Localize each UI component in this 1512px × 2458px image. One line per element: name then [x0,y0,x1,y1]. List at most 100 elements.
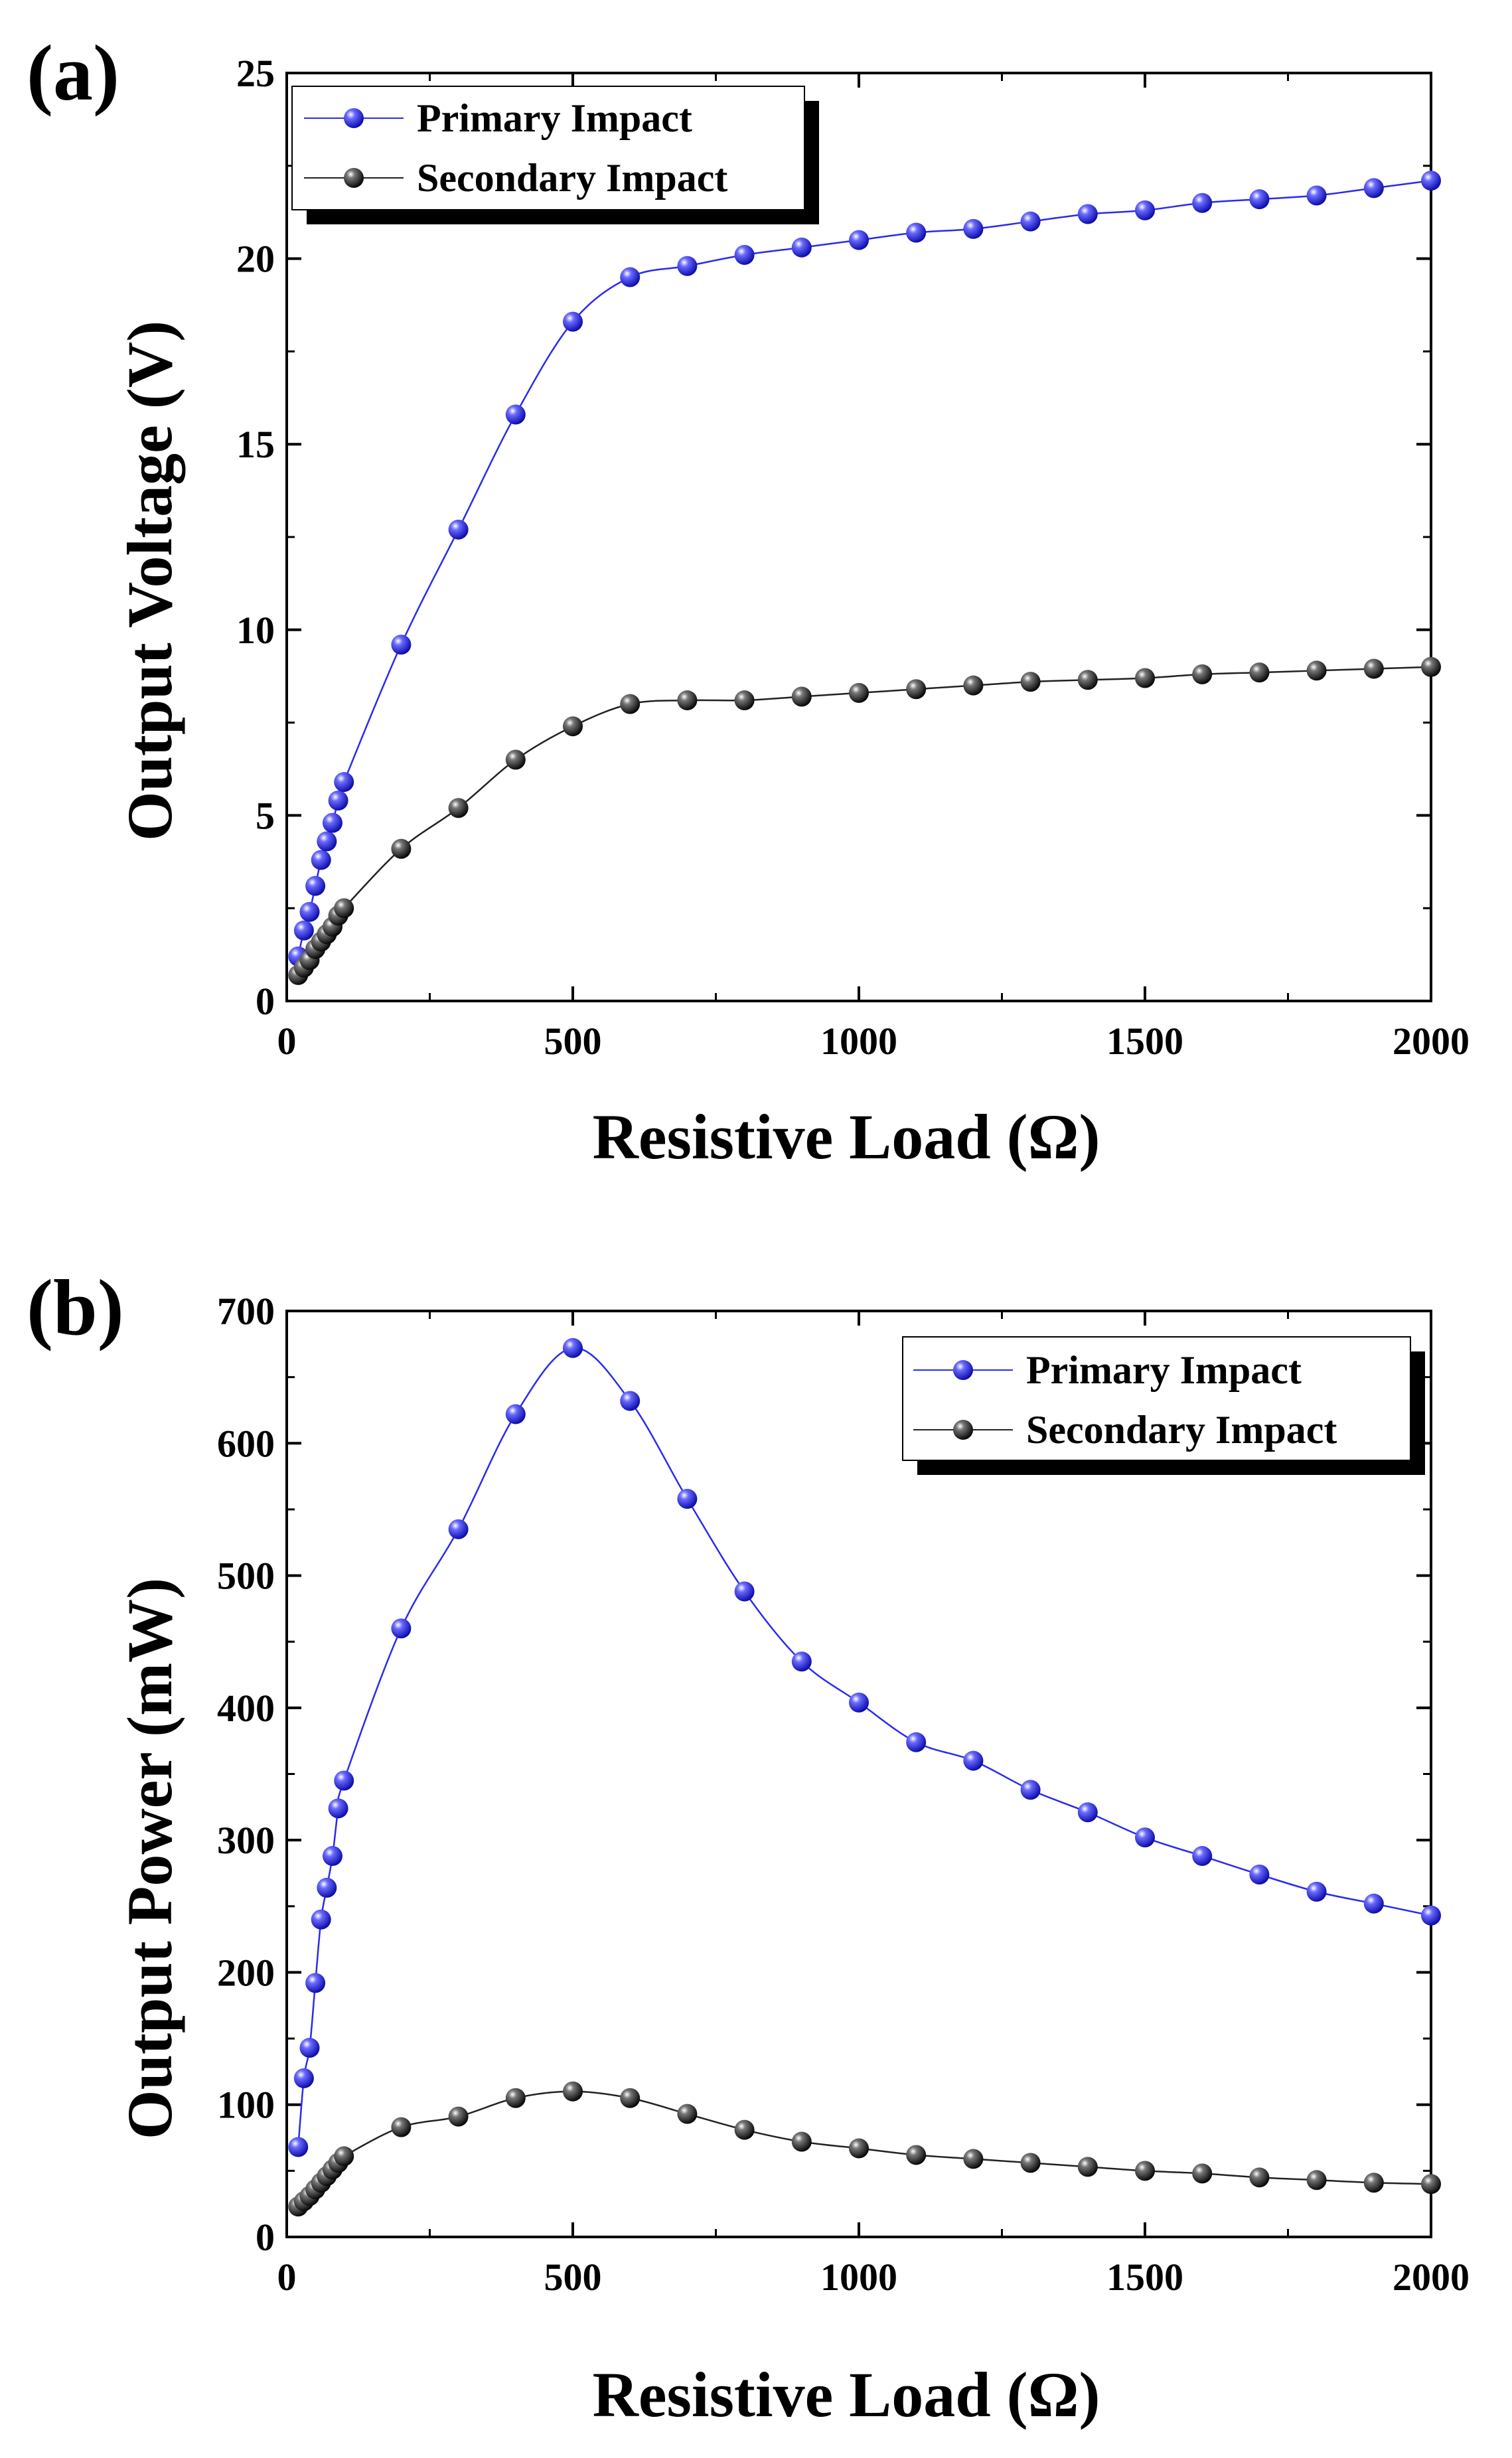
data-point-a-primary [906,222,927,243]
y-tick-label-b: 300 [217,1819,275,1862]
data-point-a-secondary [906,679,927,700]
y-tick-label-b: 0 [256,2216,275,2259]
y-tick-label-b: 400 [217,1687,275,1730]
data-point-a-primary [734,245,755,266]
panel-b-plot-area: 0 500 1000 1500 2000 0 100 200 300 400 500 600 700 [217,1290,1470,2299]
data-point-b-primary [299,2038,320,2058]
panel-b-y-axis-title: Output Power (mW) [114,1578,185,2139]
data-point-b-secondary [677,2104,698,2124]
data-point-b-primary [1020,1780,1041,1800]
data-point-a-secondary [1363,658,1384,679]
data-point-b-primary [677,1488,698,1509]
data-point-b-secondary [334,2146,354,2167]
legend-b-primary-label: Primary Impact [1026,1348,1302,1392]
y-tick-label-a: 0 [256,980,275,1023]
data-point-b-primary [317,1877,337,1898]
data-point-a-primary [322,812,342,833]
data-point-b-primary [293,2068,314,2088]
data-point-a-secondary [963,675,984,696]
panel-a-voltage-chart: (a) 0 500 1000 1500 2000 0 5 10 15 20 25 Resistive… [27,29,1470,1172]
data-point-a-secondary [334,898,354,919]
data-point-a-primary [293,920,314,941]
x-tick-label-a: 1500 [1106,1020,1183,1063]
data-point-b-secondary [1363,2173,1384,2193]
data-point-a-secondary [849,682,869,703]
data-point-b-secondary [391,2117,412,2137]
data-point-b-secondary [1306,2170,1327,2190]
legend-a-primary-marker [344,108,364,128]
data-point-b-secondary [734,2119,755,2140]
y-tick-label-b: 100 [217,2084,275,2127]
data-point-a-secondary [734,690,755,711]
data-point-a-secondary [505,749,526,770]
data-point-a-secondary [1306,660,1327,681]
data-point-b-primary [1077,1802,1098,1823]
data-point-b-secondary [963,2149,984,2169]
data-point-b-primary [1421,1905,1441,1926]
data-point-b-primary [288,2137,309,2157]
panel-b-legend-box [902,1336,1411,1461]
data-point-b-primary [334,1770,354,1791]
data-point-b-primary [620,1391,641,1411]
y-tick-label-a: 25 [236,52,275,95]
data-point-a-primary [1421,171,1441,191]
x-tick-label-b: 500 [544,2256,602,2299]
data-point-a-primary [505,404,526,425]
data-point-b-primary [849,1692,869,1713]
data-point-b-secondary [620,2088,641,2108]
data-point-b-primary [1363,1893,1384,1914]
data-point-a-primary [317,831,337,852]
data-point-a-secondary [1192,664,1213,684]
legend-b-primary-marker [953,1360,973,1380]
data-point-a-primary [305,876,326,896]
data-point-b-secondary [1077,2157,1098,2177]
data-point-b-primary [563,1338,583,1358]
data-point-a-secondary [1421,656,1441,677]
data-point-a-primary [620,267,641,287]
data-point-a-primary [448,519,469,540]
data-point-a-secondary [791,686,812,707]
data-point-a-primary [1077,204,1098,224]
legend-a-primary-label: Primary Impact [417,96,692,140]
data-point-a-primary [328,791,348,811]
y-tick-label-b: 700 [217,1290,275,1333]
data-point-a-primary [334,772,354,793]
legend-b-secondary-label: Secondary Impact [1026,1408,1337,1452]
data-point-b-secondary [849,2138,869,2159]
data-point-b-primary [328,1798,348,1819]
x-tick-label-a: 2000 [1393,1020,1470,1063]
data-point-a-primary [849,230,869,250]
data-point-a-primary [963,218,984,239]
data-point-b-primary [305,1973,326,1993]
data-point-a-primary [311,850,331,870]
x-tick-label-a: 500 [544,1020,602,1063]
data-point-a-secondary [1135,668,1155,688]
data-point-a-primary [1249,189,1270,210]
data-point-b-primary [1306,1881,1327,1902]
data-point-b-primary [906,1732,927,1752]
data-point-b-primary [791,1651,812,1672]
data-point-b-secondary [1421,2174,1441,2194]
data-point-a-secondary [677,690,698,711]
y-tick-label-a: 20 [236,238,275,281]
data-point-a-primary [791,237,812,258]
x-tick-label-b: 2000 [1393,2256,1470,2299]
panel-a-plot-area: 0 500 1000 1500 2000 0 5 10 15 20 25 [236,52,1470,1063]
y-tick-label-b: 600 [217,1422,275,1465]
data-point-b-secondary [906,2145,927,2165]
y-tick-label-a: 15 [236,423,275,466]
panel-b-power-chart: (b) 0 500 1000 1500 2000 0 100 200 300 400 500 600 7… [27,1263,1470,2430]
data-point-a-secondary [1077,670,1098,690]
data-point-a-secondary [1020,672,1041,692]
data-point-b-primary [448,1519,469,1539]
data-point-a-primary [1306,185,1327,206]
legend-a-secondary-marker [344,168,364,188]
data-point-a-secondary [563,716,583,737]
panel-a-legend: Primary Impact Secondary Impact [291,86,819,224]
data-point-b-secondary [1192,2163,1213,2184]
y-tick-label-a: 5 [256,794,275,837]
x-tick-label-b: 1000 [820,2256,897,2299]
panel-a-y-axis-title: Output Voltage (V) [114,321,185,841]
data-point-b-primary [963,1750,984,1771]
